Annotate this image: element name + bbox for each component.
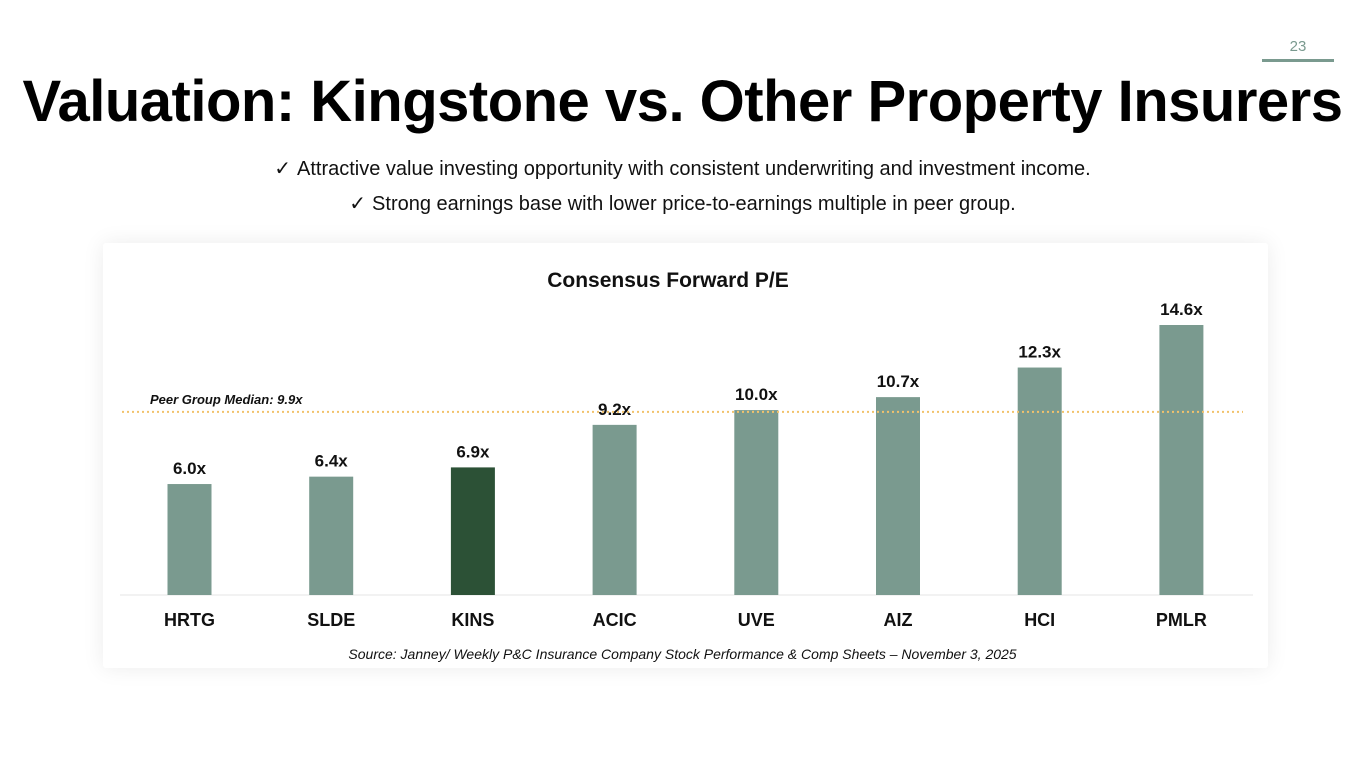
x-tick-label-pmlr: PMLR — [1156, 610, 1207, 630]
source-note: Source: Janney/ Weekly P&C Insurance Com… — [348, 646, 1017, 662]
bar-aiz — [876, 397, 920, 595]
x-tick-label-kins: KINS — [451, 610, 494, 630]
data-label-hci: 12.3x — [1018, 343, 1061, 362]
bar-slde — [309, 476, 354, 595]
data-label-kins: 6.9x — [456, 442, 490, 461]
data-label-aiz: 10.7x — [877, 372, 920, 391]
data-label-slde: 6.4x — [315, 452, 349, 471]
bullet-item: ✓ Attractive value investing opportunity … — [0, 152, 1365, 187]
chart-title: Consensus Forward P/E — [547, 269, 789, 292]
median-reference-label: Peer Group Median: 9.9x — [150, 392, 303, 407]
bullet-text: Strong earnings base with lower price-to… — [372, 193, 1016, 215]
x-tick-label-aiz: AIZ — [884, 610, 913, 630]
bullet-list: ✓ Attractive value investing opportunity … — [0, 152, 1365, 222]
data-label-hrtg: 6.0x — [173, 459, 207, 478]
bar-pmlr — [1159, 325, 1204, 595]
checkmark-icon: ✓ — [274, 158, 291, 180]
page-number-rule — [1262, 59, 1334, 62]
chart-card — [103, 243, 1268, 668]
slide-title: Valuation: Kingstone vs. Other Property … — [22, 69, 1343, 134]
bar-hci — [1017, 367, 1062, 595]
x-tick-label-acic: ACIC — [593, 610, 637, 630]
data-label-pmlr: 14.6x — [1160, 300, 1203, 319]
data-label-uve: 10.0x — [735, 385, 778, 404]
bullet-text: Attractive value investing opportunity w… — [297, 158, 1091, 180]
bar-acic — [592, 424, 637, 595]
x-tick-label-hci: HCI — [1024, 610, 1055, 630]
bar-kins — [450, 467, 495, 595]
x-tick-label-uve: UVE — [738, 610, 775, 630]
checkmark-icon: ✓ — [349, 193, 367, 215]
data-label-acic: 9.2x — [598, 400, 632, 419]
bar-uve — [734, 410, 779, 595]
x-tick-label-slde: SLDE — [307, 610, 355, 630]
x-tick-label-hrtg: HRTG — [164, 610, 215, 630]
bullet-item: ✓ Strong earnings base with lower price-t… — [0, 187, 1365, 222]
bar-hrtg — [167, 484, 212, 595]
page-number: 23 — [1289, 38, 1307, 55]
